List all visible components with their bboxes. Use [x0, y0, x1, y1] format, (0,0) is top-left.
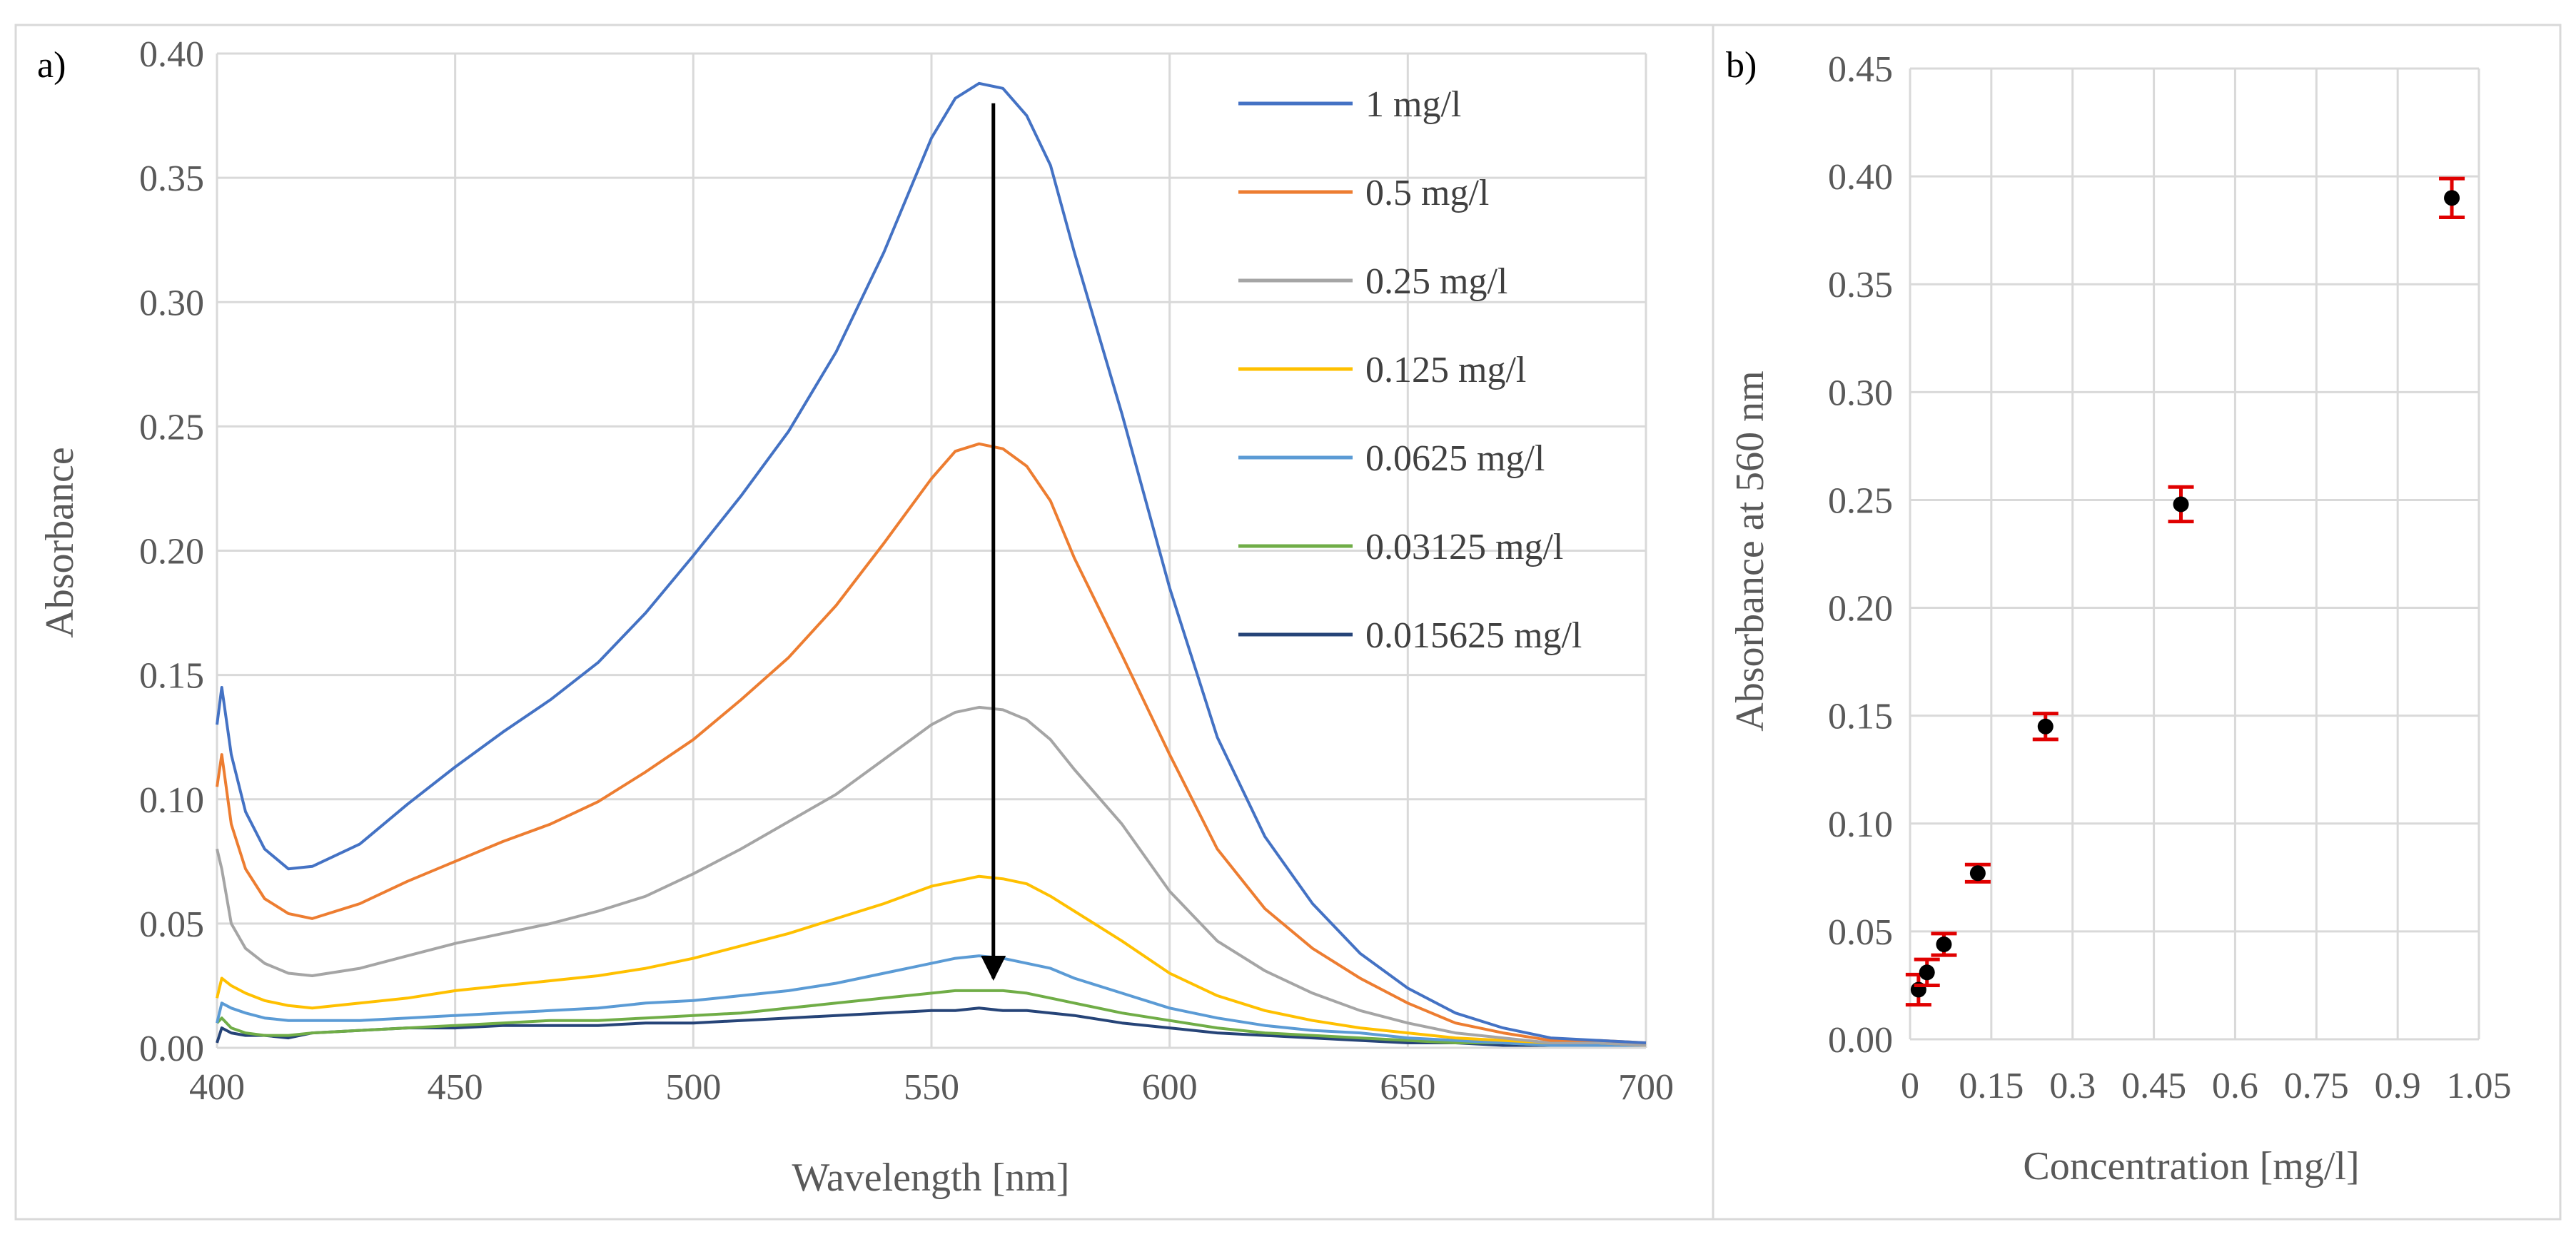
a-y-tick-label: 0.35: [139, 158, 204, 199]
legend-entry-3: 0.125 mg/l: [1238, 350, 1526, 390]
legend-entry-0: 1 mg/l: [1238, 84, 1461, 125]
b-y-tick-label: 0.25: [1828, 480, 1893, 521]
data-point-2: [1931, 931, 1957, 957]
legend-label: 0.125 mg/l: [1365, 350, 1526, 390]
b-x-tick-label: 0.45: [2121, 1066, 2186, 1106]
series-line-4: [216, 954, 1646, 1047]
panel-a-y-tick-labels: 0.00 0.05 0.10 0.15 0.20 0.25 0.30 0.35 0.40: [139, 34, 204, 1069]
legend-label: 0.015625 mg/l: [1365, 615, 1582, 656]
data-point-5: [2168, 485, 2194, 524]
panel-a-x-axis-title: Wavelength [nm]: [792, 1156, 1070, 1200]
b-y-tick-label: 0.05: [1828, 912, 1893, 953]
series-line-3: [216, 874, 1647, 1047]
a-x-tick-label: 500: [665, 1067, 721, 1108]
panel-a-legend: 1 mg/l 0.5 mg/l 0.25 mg/l 0.125 mg/l 0.0625 …: [1238, 84, 1582, 656]
legend-entry-2: 0.25 mg/l: [1238, 261, 1507, 302]
b-y-tick-label: 0.10: [1828, 804, 1893, 845]
series-line-1: [216, 442, 1647, 1044]
legend-entry-4: 0.0625 mg/l: [1238, 438, 1545, 479]
legend-entry-5: 0.03125 mg/l: [1238, 527, 1563, 567]
a-y-tick-label: 0.30: [139, 283, 204, 323]
b-x-tick-label: 0.15: [1959, 1066, 2024, 1106]
b-x-tick-label: 0: [1901, 1066, 1919, 1106]
b-y-tick-label: 0.45: [1828, 49, 1893, 90]
panel-b-x-tick-labels: 0 0.15 0.3 0.45 0.6 0.75 0.9 1.05: [1901, 1066, 2512, 1106]
panel-a-label: a): [37, 45, 66, 86]
a-y-tick-label: 0.00: [139, 1029, 204, 1069]
data-point-1: [1914, 957, 1940, 987]
b-x-tick-label: 0.6: [2212, 1066, 2258, 1106]
b-y-tick-label: 0.15: [1828, 697, 1893, 737]
panel-a-gridlines: [216, 52, 1647, 1049]
panel-b-calibration-plot: b) 0.000.050.100.150.200.250.300.350.400…: [1712, 24, 2562, 1221]
data-marker: [2444, 190, 2460, 206]
legend-entry-1: 0.5 mg/l: [1238, 173, 1489, 213]
a-y-tick-label: 0.25: [139, 407, 204, 448]
b-x-tick-label: 0.3: [2049, 1066, 2096, 1106]
series-line-2: [216, 705, 1647, 1047]
data-point-3: [1964, 862, 1991, 884]
b-y-tick-label: 0.30: [1828, 373, 1893, 413]
panel-b-x-axis-title: Concentration [mg/l]: [2023, 1144, 2359, 1188]
b-x-tick-label: 0.9: [2375, 1066, 2421, 1106]
legend-entry-6: 0.015625 mg/l: [1238, 615, 1582, 656]
a-x-tick-label: 450: [428, 1067, 483, 1108]
a-x-tick-label: 650: [1380, 1067, 1435, 1108]
legend-label: 0.03125 mg/l: [1365, 527, 1563, 567]
data-marker: [1919, 964, 1935, 981]
panel-b-gridlines: [1909, 67, 2480, 1041]
b-y-tick-label: 0.20: [1828, 589, 1893, 630]
a-x-tick-label: 700: [1618, 1067, 1674, 1108]
data-point-4: [2032, 712, 2059, 742]
panel-b-frame: [1712, 24, 2562, 1221]
a-x-tick-label: 400: [189, 1067, 245, 1108]
panel-b-label: b): [1726, 45, 1757, 86]
b-y-tick-label: 0.40: [1828, 157, 1893, 198]
legend-label: 0.5 mg/l: [1365, 173, 1489, 213]
legend-label: 0.25 mg/l: [1365, 261, 1507, 302]
data-marker: [2173, 496, 2189, 513]
b-x-tick-label: 0.75: [2284, 1066, 2349, 1106]
series-line-5: [216, 989, 1646, 1047]
data-marker: [2037, 718, 2054, 734]
a-y-tick-label: 0.20: [139, 532, 204, 572]
data-marker: [1969, 865, 1986, 882]
a-x-tick-label: 600: [1142, 1067, 1198, 1108]
legend-label: 1 mg/l: [1365, 84, 1461, 125]
series-line-0: [216, 81, 1647, 1044]
a-y-tick-label: 0.10: [139, 780, 204, 821]
a-y-tick-label: 0.05: [139, 904, 204, 945]
legend-label: 0.0625 mg/l: [1365, 438, 1545, 479]
a-y-tick-label: 0.40: [139, 34, 204, 75]
panel-b-y-axis-title: Absorbance at 560 nm: [1728, 370, 1772, 731]
panel-a-series-lines: [216, 81, 1647, 1047]
panel-a-x-tick-labels: 400 450 500 550 600 650 700: [189, 1067, 1674, 1108]
panel-a-y-axis-title: Absorbance: [38, 447, 82, 637]
b-y-tick-label: 0.00: [1828, 1020, 1893, 1061]
b-y-tick-label: 0.35: [1828, 265, 1893, 306]
panel-a-absorbance-spectra: a) 0.000.050.100.150.200.250.300.350.40 …: [14, 24, 1714, 1221]
a-y-tick-label: 0.15: [139, 656, 204, 697]
b-x-tick-label: 1.05: [2447, 1066, 2512, 1106]
data-point-6: [2439, 176, 2465, 220]
a-x-tick-label: 550: [904, 1067, 959, 1108]
panel-b-data-points: [1905, 176, 2465, 1007]
panel-b-y-tick-labels: 0.00 0.05 0.10 0.15 0.20 0.25 0.30 0.35 0.40 0.45: [1828, 49, 1893, 1061]
data-marker: [1936, 936, 1952, 953]
